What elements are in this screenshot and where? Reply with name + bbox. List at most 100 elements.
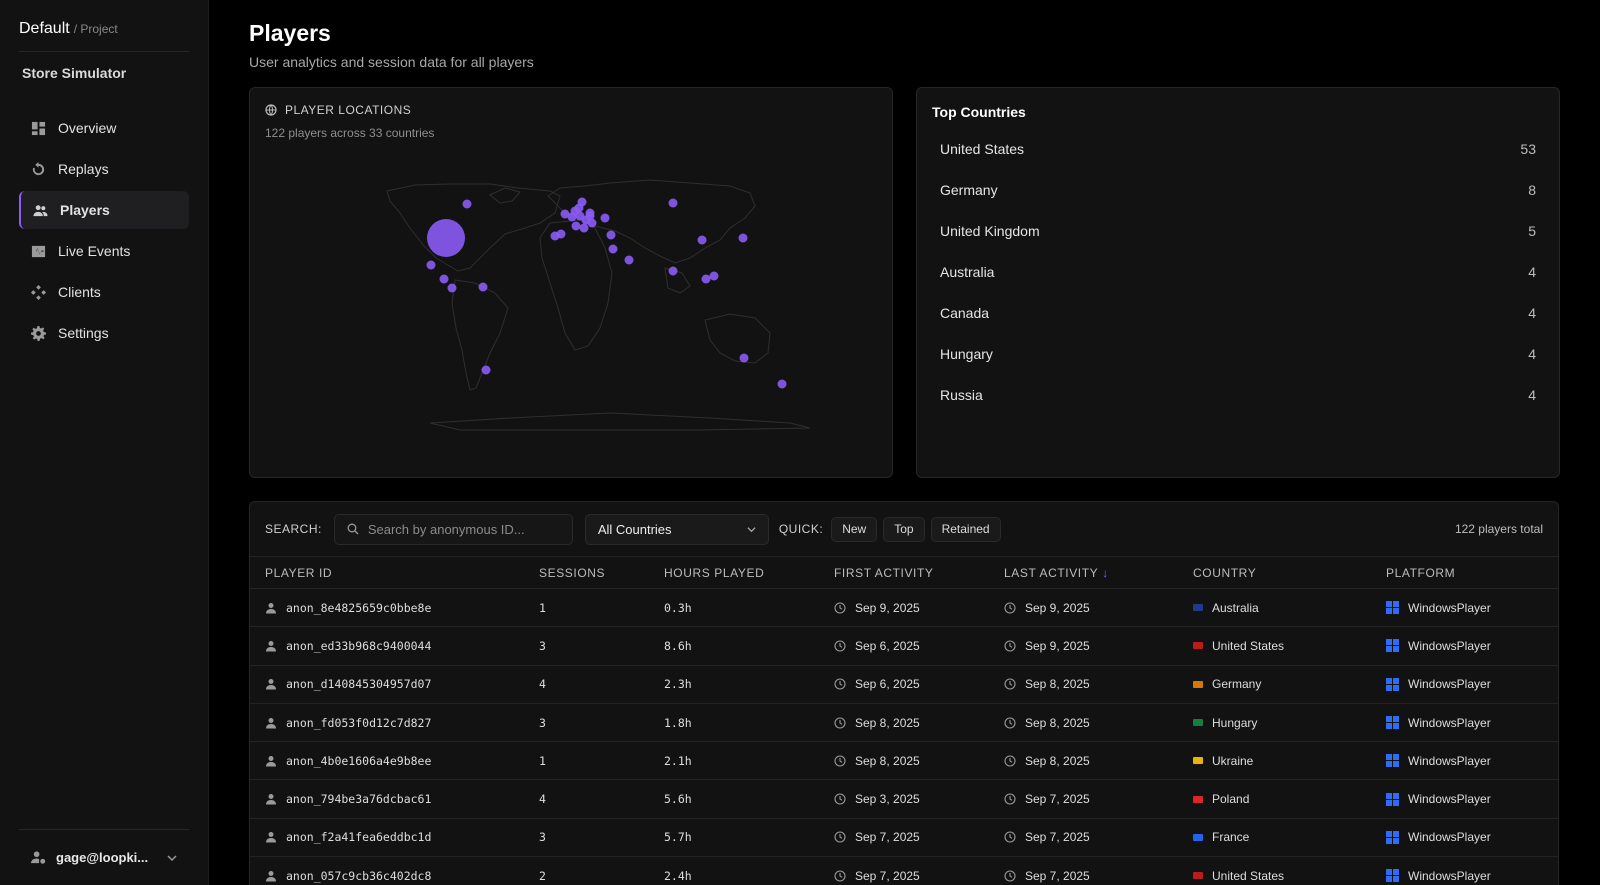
sidebar-nav: Overview Replays Players Live Events Cli…: [19, 109, 189, 352]
sort-desc-icon: ↓: [1102, 565, 1109, 580]
world-map: [386, 179, 811, 431]
list-item: Australia 4: [932, 251, 1544, 292]
sidebar-item-clients[interactable]: Clients: [19, 273, 189, 311]
page-title: Players: [249, 20, 331, 46]
table-toolbar: SEARCH: All Countries QUICK: New Top Ret…: [250, 502, 1558, 556]
hours-value: 5.7h: [664, 830, 692, 845]
sidebar-item-overview[interactable]: Overview: [19, 109, 189, 147]
quick-top-button[interactable]: Top: [883, 516, 925, 542]
top-countries-title: Top Countries: [932, 104, 1026, 120]
user-menu[interactable]: gage@loopki...: [19, 829, 189, 885]
user-icon: [266, 832, 276, 843]
column-sessions[interactable]: SESSIONS: [539, 565, 606, 580]
user-icon: [266, 602, 276, 614]
first-activity: Sep 3, 2025: [855, 792, 920, 807]
last-activity: Sep 8, 2025: [1025, 715, 1090, 730]
column-hours-played[interactable]: HOURS PLAYED: [664, 565, 765, 580]
pulse-icon: [31, 245, 46, 257]
main-content: Players User analytics and session data …: [209, 0, 1600, 885]
clock-icon: [834, 793, 846, 805]
map-marker: [587, 218, 597, 228]
sidebar-item-live-events[interactable]: Live Events: [19, 232, 189, 270]
list-item: Hungary 4: [932, 333, 1544, 374]
country-value: Australia: [1212, 600, 1259, 615]
flag-icon: [1193, 872, 1203, 880]
map-marker: [481, 365, 491, 375]
country-value: Ukraine: [1212, 753, 1254, 768]
table-row[interactable]: anon_ed33b968c9400044 3 8.6h Sep 6, 2025…: [250, 627, 1558, 666]
table-row[interactable]: anon_f2a41fea6eddbc1d 3 5.7h Sep 7, 2025…: [250, 818, 1558, 857]
country-name: United Kingdom: [940, 222, 1040, 239]
clock-icon: [1004, 831, 1016, 843]
sidebar-item-label: Replays: [58, 161, 109, 177]
map-marker: [606, 230, 616, 240]
clock-icon: [1004, 716, 1016, 729]
clients-icon: [31, 284, 46, 300]
table-row[interactable]: anon_794be3a76dcbac61 4 5.6h Sep 3, 2025…: [250, 780, 1558, 819]
sessions-value: 3: [539, 715, 546, 730]
map-marker: [701, 274, 711, 284]
windows-icon: [1386, 830, 1399, 844]
user-icon: [266, 640, 276, 652]
column-last-activity[interactable]: LAST ACTIVITY ↓: [1004, 565, 1109, 580]
country-value: United States: [1212, 868, 1285, 883]
country-select-value: All Countries: [597, 521, 672, 537]
sidebar-item-players[interactable]: Players: [19, 191, 189, 229]
quick-new-button[interactable]: New: [831, 516, 878, 542]
project-header[interactable]: Default / Project: [19, 0, 189, 52]
player-id: anon_4b0e1606a4e9b8ee: [286, 753, 432, 768]
search-icon: [347, 523, 359, 535]
map-marker: [571, 221, 581, 231]
sidebar-item-label: Settings: [58, 325, 109, 341]
globe-icon: [265, 104, 277, 116]
column-player-id[interactable]: PLAYER ID: [265, 565, 333, 580]
map-title: PLAYER LOCATIONS: [285, 103, 412, 117]
sidebar-item-replays[interactable]: Replays: [19, 150, 189, 188]
world-map-outline: [386, 179, 811, 431]
flag-icon: [1193, 604, 1203, 612]
table-row[interactable]: anon_4b0e1606a4e9b8ee 1 2.1h Sep 8, 2025…: [250, 742, 1558, 780]
platform-value: WindowsPlayer: [1408, 677, 1491, 692]
flag-icon: [1193, 680, 1203, 688]
search-input[interactable]: [367, 521, 558, 537]
chevron-down-icon: [747, 526, 756, 532]
map-marker: [608, 244, 618, 254]
gear-icon: [31, 325, 46, 341]
sessions-value: 3: [539, 638, 546, 653]
column-country[interactable]: COUNTRY: [1193, 565, 1257, 580]
table-row[interactable]: anon_8e4825659c0bbe8e 1 0.3h Sep 9, 2025…: [250, 589, 1558, 627]
last-activity: Sep 8, 2025: [1025, 677, 1090, 692]
column-first-activity[interactable]: FIRST ACTIVITY: [834, 565, 934, 580]
sidebar-item-settings[interactable]: Settings: [19, 314, 189, 352]
clock-icon: [1004, 870, 1016, 882]
column-platform[interactable]: PLATFORM: [1386, 565, 1456, 580]
country-select[interactable]: All Countries: [584, 513, 769, 545]
quick-label: QUICK:: [778, 522, 824, 536]
country-name: Germany: [940, 181, 998, 198]
map-marker: [585, 208, 595, 218]
hours-value: 2.1h: [664, 753, 692, 768]
player-id: anon_fd053f0d12c7d827: [286, 715, 432, 730]
clock-icon: [834, 716, 846, 729]
sessions-value: 2: [539, 868, 546, 883]
flag-icon: [1193, 719, 1203, 727]
table-row[interactable]: anon_d140845304957d07 4 2.3h Sep 6, 2025…: [250, 665, 1558, 704]
players-table-card: SEARCH: All Countries QUICK: New Top Ret…: [249, 501, 1559, 885]
quick-retained-button[interactable]: Retained: [930, 516, 1001, 542]
table-row[interactable]: anon_fd053f0d12c7d827 3 1.8h Sep 8, 2025…: [250, 703, 1558, 742]
map-marker: [697, 235, 707, 245]
flag-icon: [1193, 833, 1203, 841]
map-marker: [738, 233, 748, 243]
windows-icon: [1386, 639, 1399, 653]
table-row[interactable]: anon_057c9cb36c402dc8 2 2.4h Sep 7, 2025…: [250, 857, 1558, 885]
hours-value: 2.4h: [664, 868, 692, 883]
project-label: / Project: [73, 22, 118, 36]
first-activity: Sep 8, 2025: [855, 715, 920, 730]
map-marker: [709, 271, 719, 281]
country-name: Hungary: [940, 345, 993, 362]
map-marker: [668, 198, 678, 208]
search-box[interactable]: [333, 513, 573, 545]
user-settings-icon: [31, 851, 46, 864]
player-id: anon_057c9cb36c402dc8: [286, 868, 432, 883]
sessions-value: 4: [539, 677, 546, 692]
